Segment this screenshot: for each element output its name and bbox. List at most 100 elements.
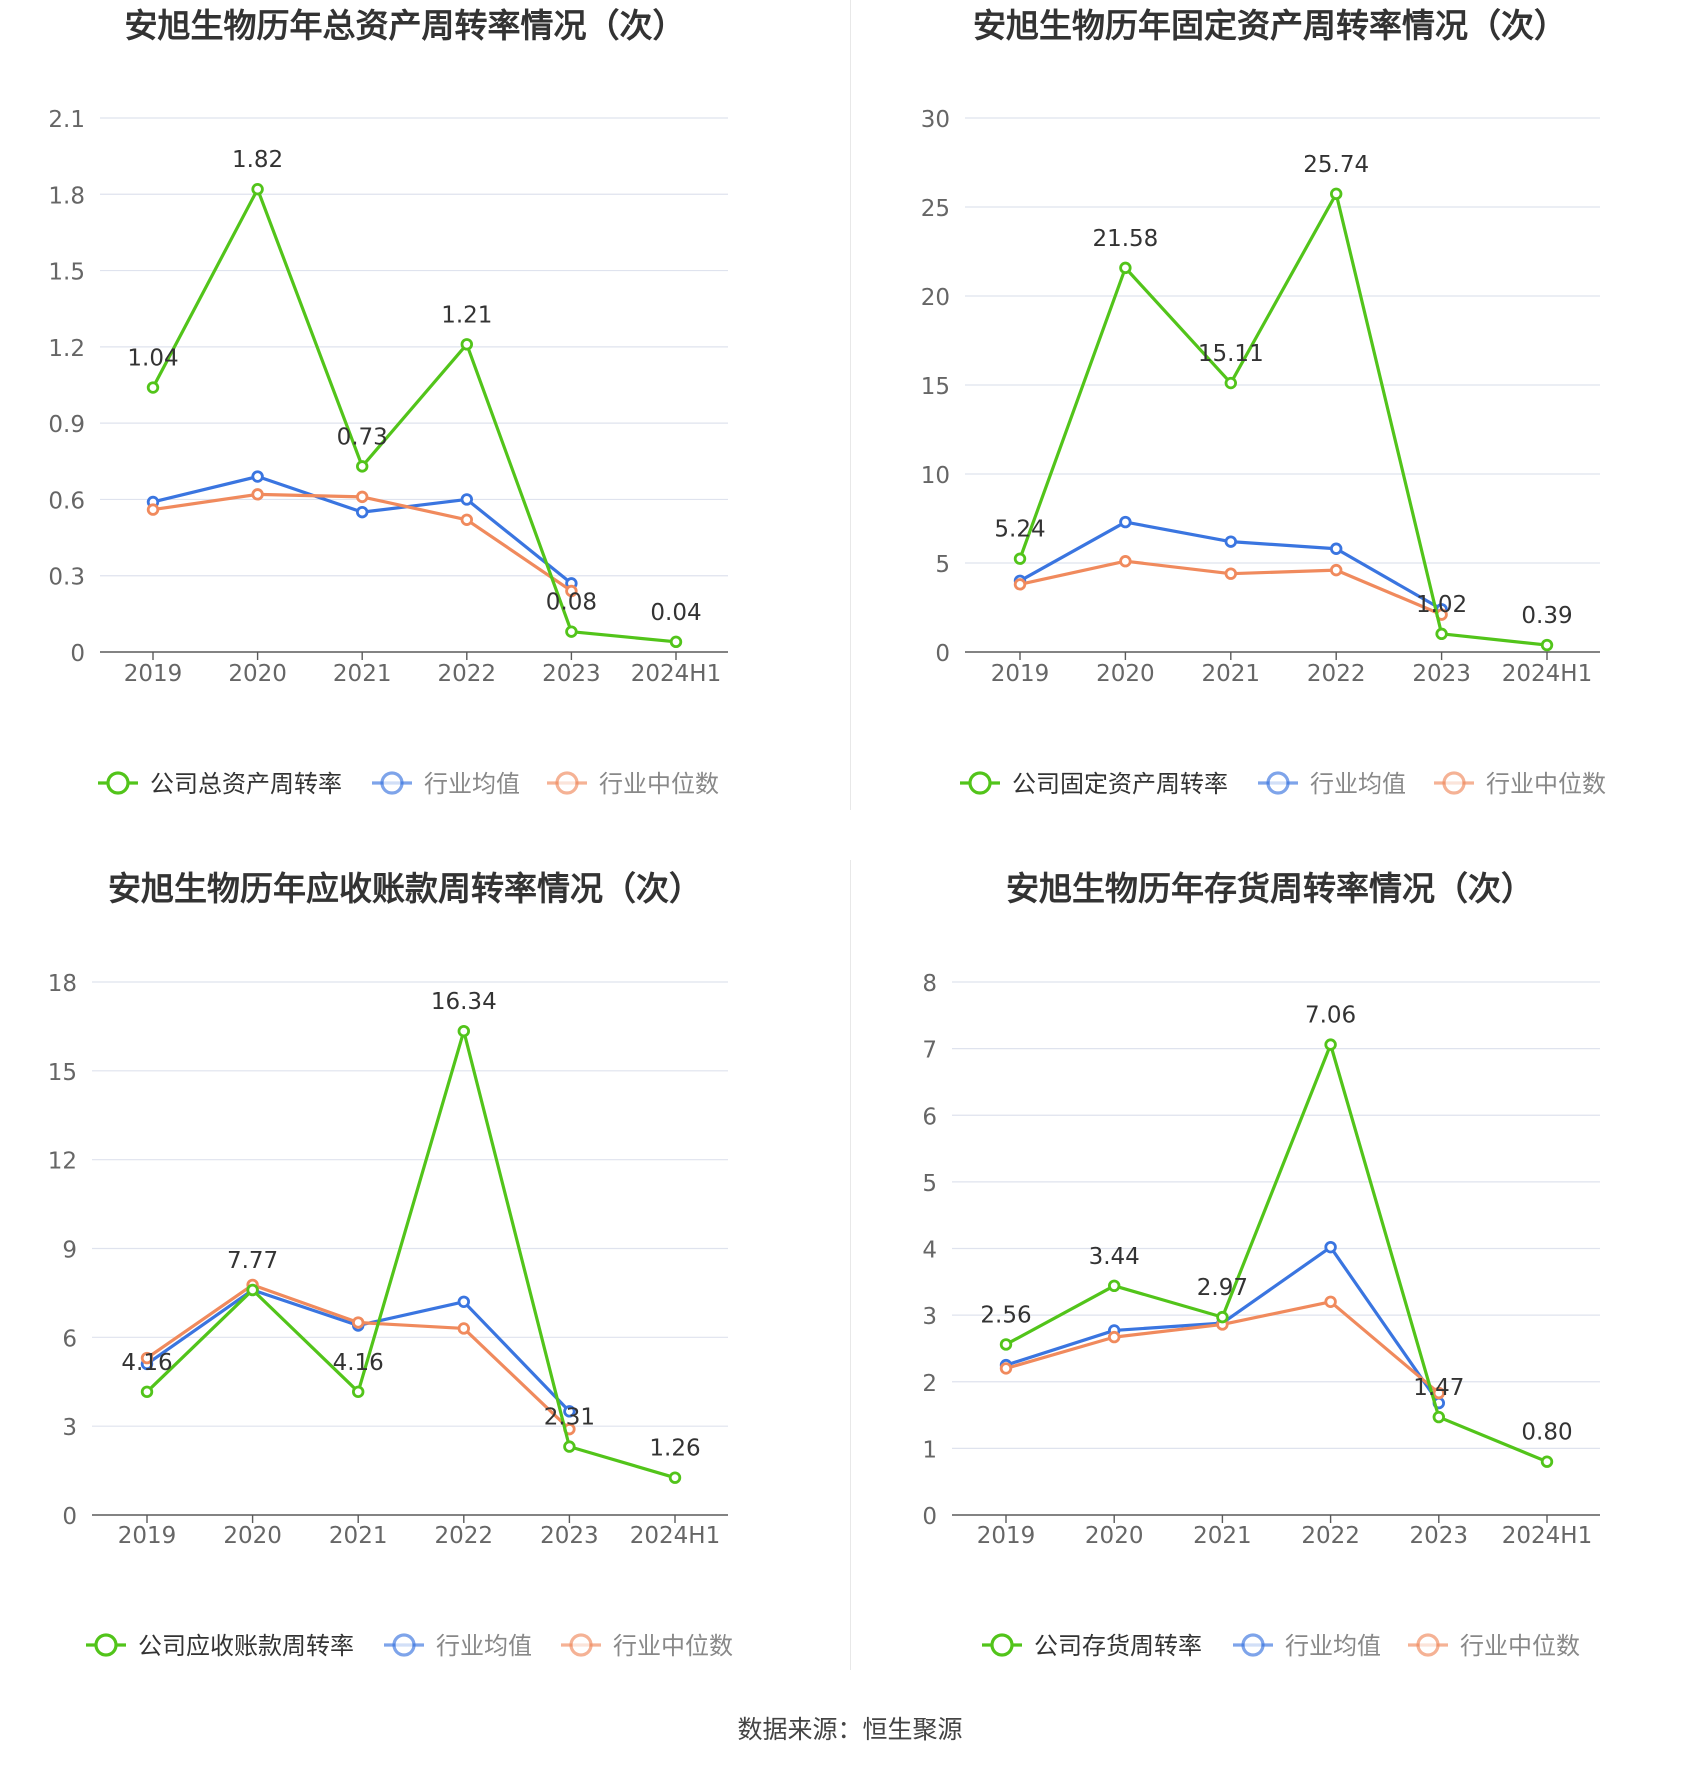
series-line-company: [1005, 1043, 1548, 1464]
chart-1: 安旭生物历年总资产周转率情况（次） 0 0.3 0.6 0.9 1.2 1.5 1.8 2.1 2…: [48, 6, 728, 798]
data-point-company: [460, 338, 474, 351]
legend-swatch-marker: [1266, 771, 1290, 795]
data-point-company: [1435, 627, 1448, 641]
data-label: 4.16: [333, 1350, 384, 1376]
data-label: 5.24: [994, 517, 1045, 543]
data-point-median: [457, 1322, 471, 1335]
y-tick-label: 3: [922, 1304, 937, 1330]
data-point-mean: [251, 470, 264, 483]
data-source-note: 数据来源：恒生聚源: [737, 1715, 963, 1744]
x-tick-label: 2022: [1301, 1523, 1360, 1549]
y-tick-label: 4: [922, 1238, 937, 1264]
data-point-median: [356, 490, 369, 504]
x-tick-label: 2024H1: [630, 1523, 720, 1549]
legend-label: 行业中位数: [1460, 1632, 1580, 1660]
y-tick-label: 1.5: [48, 260, 85, 286]
y-tick-label: 18: [48, 971, 77, 997]
data-point-company: [457, 1024, 471, 1038]
x-tick-label: 2021: [333, 661, 392, 687]
y-tick-label: 30: [921, 107, 950, 133]
legend-label: 公司固定资产周转率: [1012, 770, 1228, 798]
data-label: 1.21: [441, 302, 492, 328]
data-label: 0.73: [337, 424, 388, 450]
legend-swatch-marker: [1241, 1633, 1265, 1657]
legend-label: 行业均值: [424, 770, 520, 798]
x-tick-label: 2023: [1410, 1523, 1469, 1549]
data-point-company: [140, 1385, 154, 1399]
legend-label: 行业均值: [436, 1632, 532, 1660]
data-point-company: [1107, 1279, 1121, 1293]
y-tick-label: 2.1: [48, 107, 85, 133]
data-point-median: [1013, 578, 1027, 591]
data-label: 0.39: [1521, 603, 1572, 629]
data-point-median: [999, 1362, 1013, 1375]
y-tick-label: 9: [62, 1238, 77, 1264]
x-tick-label: 2024H1: [631, 661, 721, 687]
data-point-company: [1324, 1038, 1337, 1051]
data-label: 3.44: [1089, 1244, 1140, 1270]
chart-title: 安旭生物历年应收账款周转率情况（次）: [108, 869, 702, 908]
y-tick-label: 1.2: [48, 336, 85, 362]
x-tick-label: 2020: [1085, 1523, 1144, 1549]
legend-label: 行业中位数: [613, 1632, 733, 1660]
y-tick-label: 10: [921, 463, 950, 489]
data-label: 2.56: [980, 1302, 1031, 1328]
y-tick-label: 0.9: [48, 412, 85, 438]
y-tick-label: 6: [62, 1326, 77, 1352]
data-point-mean: [1324, 1240, 1337, 1254]
data-point-company: [1216, 1310, 1229, 1324]
y-tick-label: 5: [935, 552, 950, 578]
x-tick-label: 2024H1: [1502, 1523, 1592, 1549]
y-tick-label: 2: [922, 1371, 937, 1397]
data-point-median: [1432, 1386, 1446, 1400]
data-label: 15.11: [1198, 341, 1264, 367]
data-label: 7.06: [1305, 1003, 1356, 1029]
data-point-median: [460, 513, 474, 526]
data-point-mean: [1329, 542, 1343, 555]
chart-3: 安旭生物历年应收账款周转率情况（次） 0 3 6 9 12 15 18 2019 2020 2021…: [48, 869, 733, 1660]
data-point-median: [146, 503, 160, 516]
legend-label: 行业均值: [1285, 1632, 1381, 1660]
data-label: 25.74: [1303, 152, 1369, 178]
data-point-company: [356, 460, 369, 473]
y-tick-label: 0.6: [48, 488, 85, 514]
data-point-median: [251, 488, 264, 501]
data-point-mean: [460, 493, 474, 506]
data-label: 1.47: [1413, 1375, 1464, 1401]
y-tick-label: 5: [922, 1171, 937, 1197]
legend-swatch-marker: [392, 1633, 416, 1657]
data-label: 1.26: [649, 1436, 700, 1462]
x-tick-label: 2019: [991, 661, 1050, 687]
data-point-company: [1224, 376, 1238, 390]
y-tick-label: 0: [935, 641, 950, 667]
data-point-median: [140, 1351, 154, 1365]
x-tick-label: 2021: [329, 1523, 388, 1549]
legend-label: 公司应收账款周转率: [138, 1632, 354, 1660]
data-label: 1.02: [1416, 592, 1467, 618]
data-point-median: [1107, 1330, 1121, 1344]
y-tick-label: 1: [922, 1437, 937, 1463]
data-point-median: [565, 584, 578, 598]
data-point-median: [1324, 1295, 1337, 1309]
data-point-median: [352, 1316, 365, 1329]
data-label: 0.04: [650, 600, 701, 626]
legend-swatch-marker: [990, 1633, 1014, 1657]
data-point-company: [246, 1283, 259, 1297]
x-tick-label: 2019: [977, 1523, 1036, 1549]
legend-label: 行业中位数: [1486, 770, 1606, 798]
data-point-company: [1329, 187, 1343, 201]
y-tick-label: 15: [921, 374, 950, 400]
data-label: 2.31: [544, 1405, 595, 1431]
data-point-company: [251, 182, 264, 196]
data-point-company: [668, 1471, 682, 1484]
y-tick-label: 20: [921, 285, 950, 311]
series-line-company: [145, 1029, 676, 1480]
y-tick-label: 0: [62, 1504, 77, 1530]
y-tick-label: 1.8: [48, 183, 85, 209]
chart-title: 安旭生物历年总资产周转率情况（次）: [125, 6, 686, 45]
chart-4: 安旭生物历年存货周转率情况（次） 0 1 2 3 4 5 6 7 8 2019 2020 2021 202…: [922, 869, 1600, 1660]
series-line-company: [151, 187, 677, 644]
x-tick-label: 2019: [124, 661, 183, 687]
x-tick-label: 2022: [435, 1523, 494, 1549]
data-point-median: [1119, 555, 1132, 568]
